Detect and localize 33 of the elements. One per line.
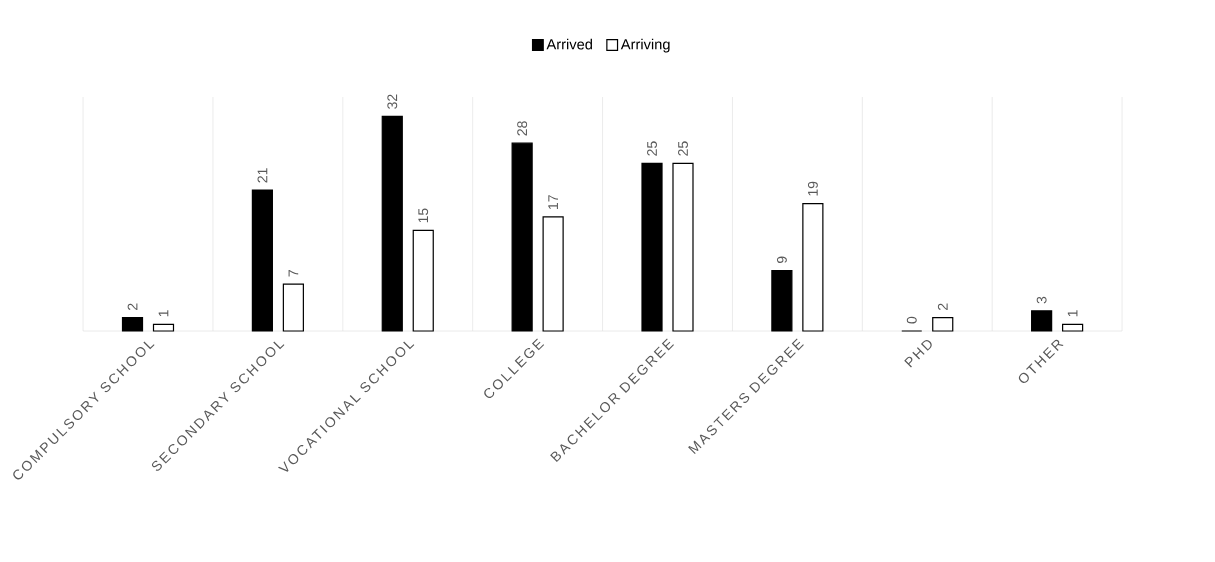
bar [542, 216, 564, 332]
bar [1031, 310, 1053, 332]
bar [412, 229, 434, 332]
data-label: 3 [1036, 296, 1047, 304]
bar [672, 162, 694, 332]
data-label: 9 [776, 256, 787, 264]
legend-label: Arrived [546, 38, 592, 50]
data-label: 7 [288, 270, 299, 277]
data-label: 2 [127, 303, 138, 310]
bar [381, 115, 403, 332]
data-label: 32 [387, 94, 398, 109]
bar [282, 283, 304, 332]
legend-label: Arriving [620, 38, 670, 53]
data-label: 25 [647, 141, 657, 156]
data-label: 19 [807, 181, 818, 196]
bar [802, 202, 824, 332]
bar [1062, 323, 1084, 332]
data-label: 1 [158, 310, 169, 317]
bar [251, 189, 273, 332]
data-label: 28 [517, 121, 528, 136]
data-label: 0 [906, 316, 917, 324]
data-label: 21 [257, 168, 268, 183]
data-label: 17 [548, 195, 558, 209]
data-label: 25 [678, 141, 688, 156]
bar [771, 270, 793, 332]
bar [641, 162, 663, 332]
bar [152, 323, 175, 332]
data-label: 15 [418, 208, 429, 223]
bar [121, 316, 144, 332]
bar [511, 142, 533, 332]
data-label: 1 [1067, 310, 1078, 317]
bar [932, 316, 954, 332]
data-label: 2 [937, 303, 948, 310]
